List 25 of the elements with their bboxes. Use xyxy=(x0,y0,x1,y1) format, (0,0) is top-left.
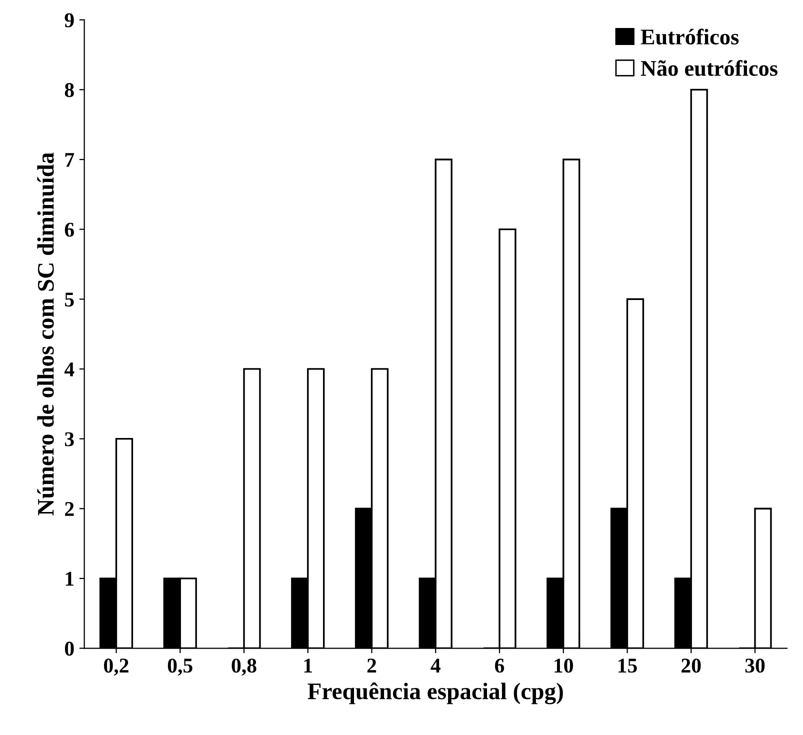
x-tick-label: 4 xyxy=(430,658,440,672)
y-tick-label: 3 xyxy=(64,432,74,446)
x-tick-label: 10 xyxy=(554,658,573,673)
legend-label: Eutróficos xyxy=(640,28,739,45)
x-tick-label: 15 xyxy=(618,658,637,673)
x-tick-label: 0,2 xyxy=(104,658,128,676)
y-axis-title: Número de olhos com SC diminuída xyxy=(37,152,54,516)
x-tick-label: 30 xyxy=(745,658,765,673)
y-tick-label: 4 xyxy=(64,362,74,376)
y-tick-label: 7 xyxy=(65,153,74,167)
x-tick-label: 1 xyxy=(304,658,312,672)
x-tick-label: 6 xyxy=(495,658,504,673)
x-tick-label: 20 xyxy=(682,658,701,673)
x-tick-label: 2 xyxy=(367,658,376,672)
y-tick-label: 8 xyxy=(64,83,74,98)
y-tick-label: 1 xyxy=(66,572,74,586)
x-tick-label: 0,5 xyxy=(168,658,192,676)
x-tick-label: 0,8 xyxy=(232,658,256,676)
y-tick-label: 2 xyxy=(65,502,74,516)
y-tick-label: 5 xyxy=(65,292,74,307)
y-tick-label: 6 xyxy=(64,222,74,237)
y-tick-label: 0 xyxy=(64,642,74,656)
y-tick-label: 9 xyxy=(64,13,74,28)
x-axis-title: Frequência espacial (cpg) xyxy=(308,682,563,704)
legend-label: Não eutróficos xyxy=(640,60,778,76)
